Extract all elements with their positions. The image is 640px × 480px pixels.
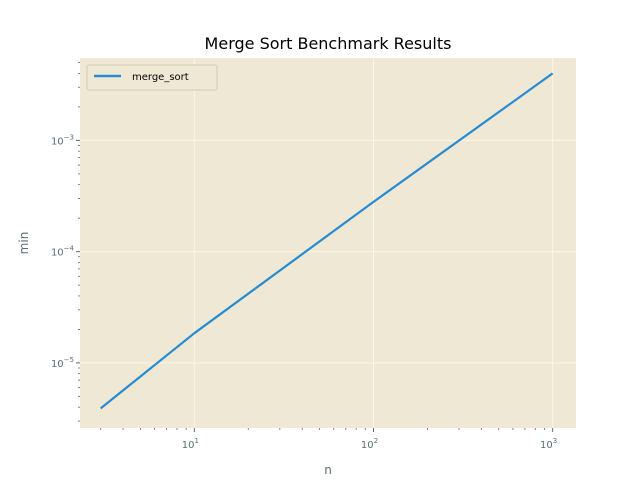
legend-label: merge_sort <box>132 72 189 83</box>
legend: merge_sort <box>86 64 218 91</box>
x-tick-label: 103 <box>540 437 557 451</box>
x-tick-label: 102 <box>361 437 378 451</box>
y-tick-label: 10−4 <box>51 245 75 259</box>
tick-labels: 101 102 103 10−5 10−4 10−3 <box>51 133 557 451</box>
plot-area <box>80 58 576 428</box>
chart-title: Merge Sort Benchmark Results <box>205 34 452 53</box>
minor-ticks <box>76 62 554 432</box>
series-line-merge_sort <box>99 72 554 410</box>
series-layer <box>99 72 554 410</box>
y-tick-label: 10−5 <box>51 356 74 370</box>
y-tick-label: 10−3 <box>51 133 74 147</box>
grid <box>80 58 576 428</box>
x-axis-label: n <box>324 463 332 477</box>
y-axis-label: min <box>17 232 31 255</box>
x-tick-label: 101 <box>182 437 199 451</box>
legend-box <box>86 64 218 91</box>
